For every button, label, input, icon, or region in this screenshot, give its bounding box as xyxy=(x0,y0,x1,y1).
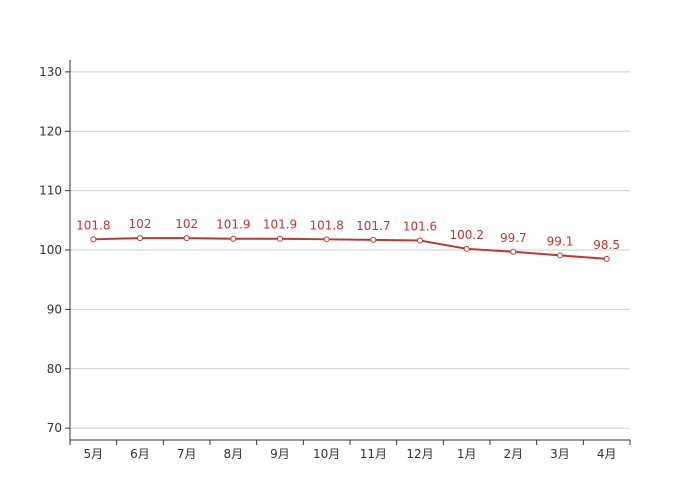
data-point xyxy=(323,236,330,243)
x-tick-label: 10月 xyxy=(313,447,340,461)
data-point xyxy=(183,235,190,242)
data-point xyxy=(463,245,470,252)
data-label: 101.9 xyxy=(216,218,250,232)
x-tick-label: 9月 xyxy=(270,447,290,461)
data-point xyxy=(137,235,143,242)
data-point xyxy=(417,237,423,244)
data-label: 101.6 xyxy=(403,220,437,234)
data-point xyxy=(603,255,610,262)
y-tick-label: 80 xyxy=(47,362,62,376)
data-label: 102 xyxy=(175,217,198,231)
data-label: 99.7 xyxy=(500,231,527,245)
data-point xyxy=(230,235,237,242)
y-tick-label: 90 xyxy=(47,302,62,316)
x-tick-label: 11月 xyxy=(360,447,387,461)
data-point xyxy=(90,236,97,243)
series-line xyxy=(93,237,607,260)
data-label: 98.5 xyxy=(593,238,620,252)
x-tick-label: 7月 xyxy=(177,447,197,461)
x-tick-label: 3月 xyxy=(550,447,570,461)
y-tick-label: 110 xyxy=(39,184,62,198)
data-label: 101.9 xyxy=(263,218,297,232)
data-point xyxy=(277,235,283,242)
x-tick-label: 12月 xyxy=(406,447,433,461)
data-label: 101.7 xyxy=(356,219,390,233)
x-tick-label: 4月 xyxy=(597,447,617,461)
data-label: 102 xyxy=(129,217,152,231)
y-tick-label: 100 xyxy=(39,243,62,257)
data-label: 101.8 xyxy=(309,218,343,232)
x-tick-label: 1月 xyxy=(457,447,477,461)
x-tick-label: 2月 xyxy=(504,447,524,461)
x-tick-label: 5月 xyxy=(84,447,104,461)
y-tick-label: 120 xyxy=(39,124,62,138)
y-tick-label: 130 xyxy=(39,65,62,79)
data-point xyxy=(510,248,517,255)
data-point xyxy=(557,252,563,259)
x-tick-label: 8月 xyxy=(224,447,244,461)
y-tick-label: 70 xyxy=(47,421,62,435)
data-label: 100.2 xyxy=(449,228,483,242)
data-label: 99.1 xyxy=(547,234,574,248)
data-label: 101.8 xyxy=(76,218,110,232)
data-point xyxy=(370,236,377,243)
x-tick-label: 6月 xyxy=(130,447,150,461)
